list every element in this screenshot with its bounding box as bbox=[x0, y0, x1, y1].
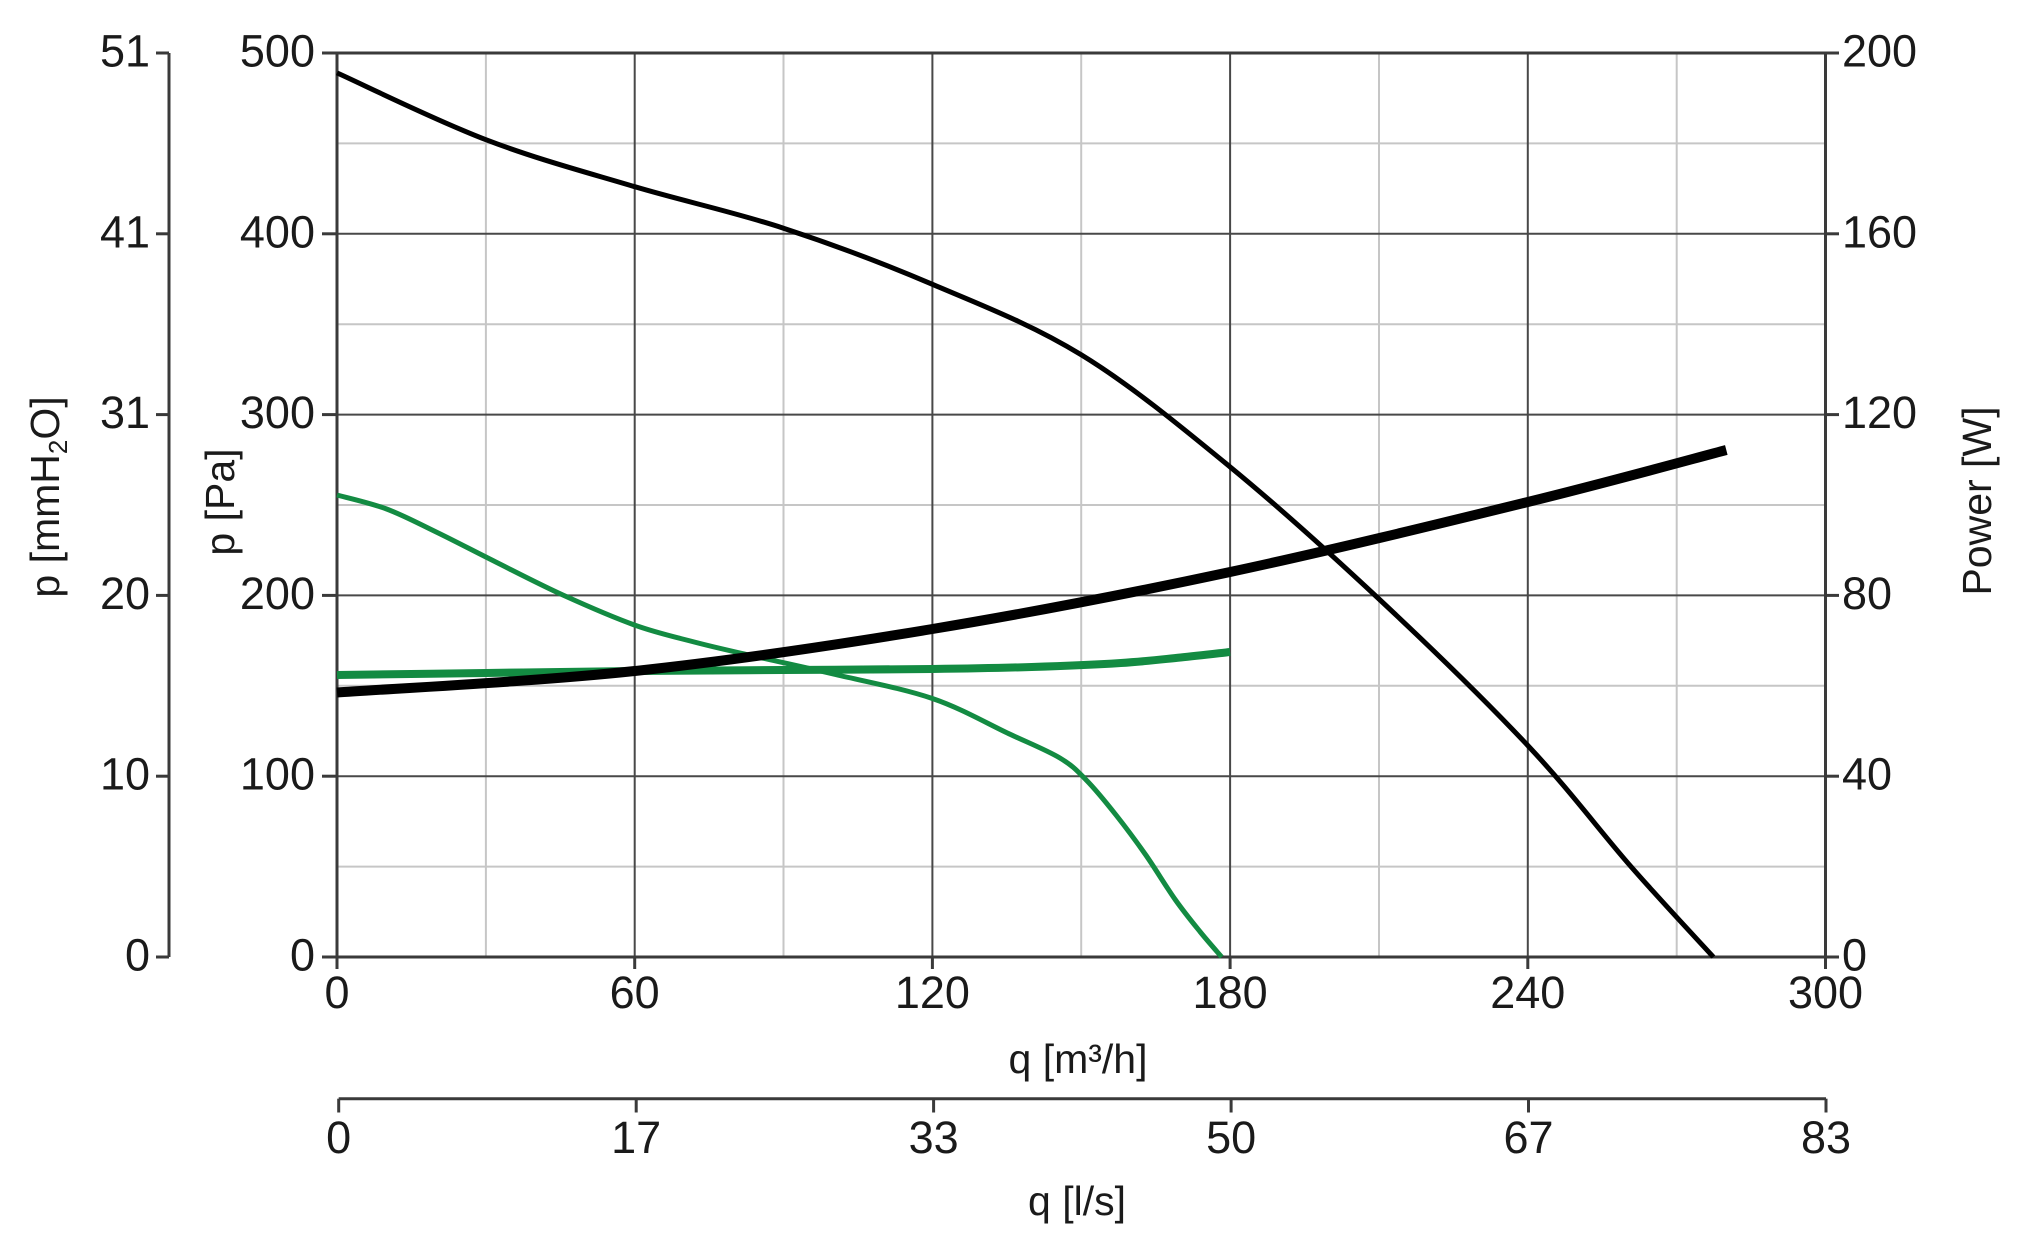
svg-text:41: 41 bbox=[100, 206, 150, 257]
svg-text:q [l/s]: q [l/s] bbox=[1028, 1178, 1126, 1224]
svg-text:300: 300 bbox=[240, 387, 315, 438]
svg-text:Power [W]: Power [W] bbox=[1954, 406, 2000, 595]
svg-text:83: 83 bbox=[1801, 1112, 1851, 1163]
svg-text:80: 80 bbox=[1842, 568, 1892, 619]
svg-text:0: 0 bbox=[326, 1112, 351, 1163]
svg-text:60: 60 bbox=[610, 967, 660, 1018]
svg-text:240: 240 bbox=[1490, 967, 1565, 1018]
svg-text:p [Pa]: p [Pa] bbox=[197, 448, 243, 555]
svg-text:67: 67 bbox=[1503, 1112, 1553, 1163]
svg-text:500: 500 bbox=[240, 26, 315, 77]
svg-text:200: 200 bbox=[1842, 26, 1917, 77]
svg-text:0: 0 bbox=[290, 930, 315, 981]
svg-text:300: 300 bbox=[1788, 967, 1863, 1018]
svg-text:40: 40 bbox=[1842, 749, 1892, 800]
svg-text:p [mmH2O]: p [mmH2O] bbox=[22, 396, 73, 597]
svg-text:20: 20 bbox=[100, 568, 150, 619]
svg-text:0: 0 bbox=[1842, 930, 1867, 981]
svg-text:0: 0 bbox=[125, 930, 150, 981]
svg-text:180: 180 bbox=[1193, 967, 1268, 1018]
svg-text:17: 17 bbox=[611, 1112, 661, 1163]
svg-text:160: 160 bbox=[1842, 206, 1917, 257]
svg-text:400: 400 bbox=[240, 206, 315, 257]
svg-text:q [m³/h]: q [m³/h] bbox=[1009, 1036, 1148, 1082]
svg-text:0: 0 bbox=[324, 967, 349, 1018]
svg-text:100: 100 bbox=[240, 749, 315, 800]
svg-text:200: 200 bbox=[240, 568, 315, 619]
svg-text:120: 120 bbox=[1842, 387, 1917, 438]
svg-text:50: 50 bbox=[1206, 1112, 1256, 1163]
svg-text:51: 51 bbox=[100, 26, 150, 77]
svg-text:10: 10 bbox=[100, 749, 150, 800]
svg-text:31: 31 bbox=[100, 387, 150, 438]
svg-text:120: 120 bbox=[895, 967, 970, 1018]
svg-text:33: 33 bbox=[909, 1112, 959, 1163]
